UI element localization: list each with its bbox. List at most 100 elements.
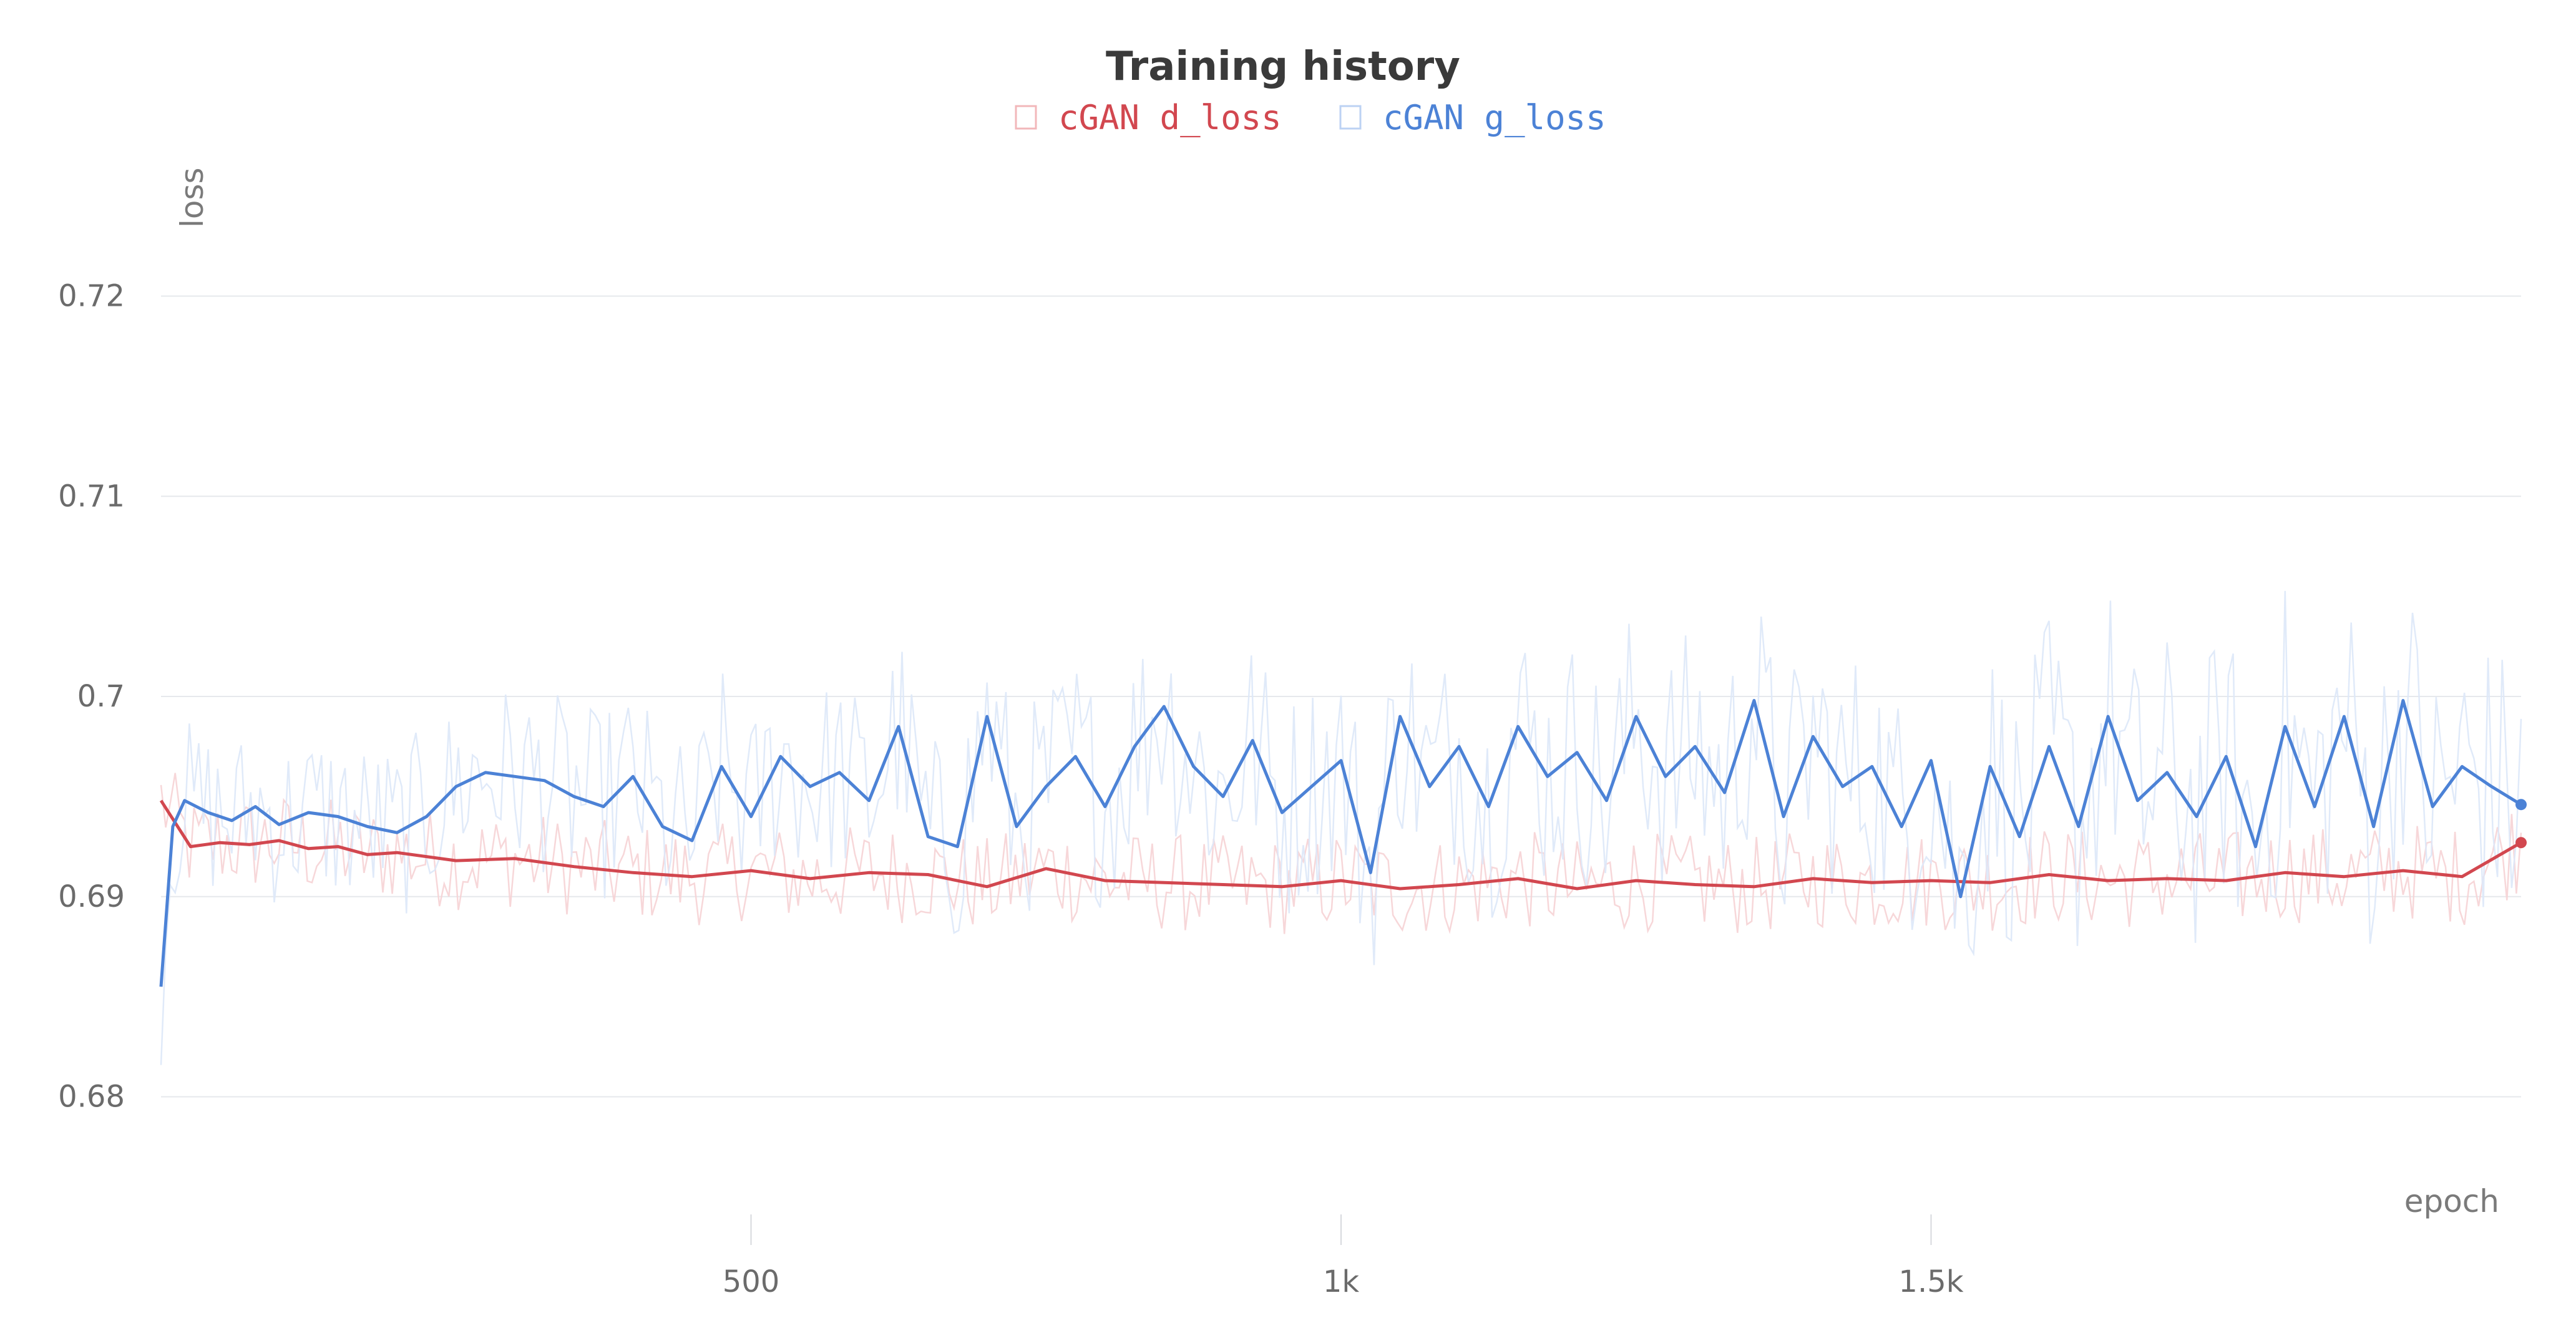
- data-point-d-loss: [985, 885, 989, 889]
- x-axis-label: epoch: [2404, 1183, 2499, 1219]
- data-point-g-loss: [230, 819, 233, 823]
- data-point-d-loss: [218, 841, 222, 844]
- data-point-d-loss: [690, 875, 694, 879]
- data-point-d-loss: [1988, 881, 1992, 884]
- data-point-d-loss: [1221, 883, 1225, 887]
- data-point-g-loss: [2401, 698, 2405, 702]
- data-point-d-loss: [1398, 887, 1402, 891]
- data-point-g-loss: [306, 811, 310, 814]
- data-point-d-loss: [1870, 881, 1874, 884]
- series-line-g-loss[interactable]: [159, 699, 2522, 987]
- data-point-d-loss: [1693, 883, 1697, 887]
- data-point-d-loss: [1103, 879, 1107, 882]
- data-point-g-loss: [2254, 845, 2258, 849]
- data-point-g-loss: [2490, 784, 2494, 788]
- data-point-g-loss: [2431, 804, 2434, 808]
- data-point-g-loss: [749, 814, 753, 818]
- series-end-marker-d-loss: [2515, 837, 2527, 849]
- data-point-d-loss: [2047, 873, 2051, 877]
- data-point-g-loss: [395, 831, 399, 834]
- series-end-marker-g-loss: [2515, 799, 2527, 811]
- data-point-g-loss: [1900, 825, 1903, 829]
- x-tick-label: 1k: [1323, 1264, 1360, 1299]
- data-point-d-loss: [1516, 877, 1520, 881]
- data-point-g-loss: [572, 794, 576, 798]
- y-tick-label: 0.69: [58, 879, 125, 914]
- data-point-g-loss: [1930, 759, 1933, 763]
- data-point-g-loss: [808, 784, 812, 788]
- data-point-g-loss: [779, 754, 783, 758]
- data-point-d-loss: [2106, 879, 2110, 882]
- data-point-g-loss: [1192, 764, 1196, 768]
- data-point-g-loss: [631, 774, 635, 778]
- data-point-g-loss: [2165, 771, 2169, 774]
- data-point-g-loss: [2283, 725, 2287, 728]
- y-tick-label: 0.7: [77, 679, 125, 714]
- data-point-d-loss: [1811, 877, 1815, 881]
- data-point-d-loss: [2283, 871, 2287, 874]
- data-point-g-loss: [1133, 745, 1136, 748]
- data-point-g-loss: [1428, 784, 1432, 788]
- data-point-g-loss: [1015, 825, 1018, 829]
- data-point-d-loss: [2165, 877, 2169, 881]
- data-point-g-loss: [2342, 715, 2346, 718]
- data-point-g-loss: [1752, 698, 1756, 702]
- data-point-g-loss: [1841, 784, 1845, 788]
- data-point-g-loss: [1516, 725, 1520, 728]
- data-point-g-loss: [867, 799, 871, 803]
- data-point-g-loss: [926, 835, 930, 839]
- data-point-d-loss: [2224, 879, 2228, 882]
- chart-title: Training history: [1106, 44, 1460, 90]
- legend-label-d-loss: cGAN d_loss: [1058, 98, 1282, 137]
- data-point-g-loss: [1782, 814, 1785, 818]
- data-point-d-loss: [306, 847, 310, 851]
- raw-trace-d-loss: [160, 773, 2522, 934]
- y-tick-label: 0.72: [58, 279, 125, 314]
- data-point-g-loss: [897, 725, 900, 728]
- data-point-d-loss: [1634, 879, 1638, 882]
- data-point-g-loss: [2195, 814, 2198, 818]
- smoothed-series-lines: [159, 698, 2527, 989]
- data-point-g-loss: [2313, 804, 2316, 808]
- data-point-g-loss: [837, 771, 841, 774]
- y-tick-label: 0.68: [58, 1080, 125, 1115]
- x-tick-label: 500: [723, 1264, 780, 1299]
- data-point-g-loss: [2106, 715, 2110, 718]
- data-point-g-loss: [513, 774, 517, 778]
- data-point-d-loss: [867, 871, 871, 874]
- data-point-g-loss: [985, 715, 989, 718]
- data-point-d-loss: [277, 839, 281, 842]
- data-point-g-loss: [1103, 804, 1107, 808]
- legend-swatch-d-loss: [1015, 105, 1037, 130]
- legend-item-g-loss[interactable]: cGAN g_loss: [1339, 98, 1606, 137]
- legend: cGAN d_loss cGAN g_loss: [1015, 98, 1606, 137]
- data-point-g-loss: [1398, 715, 1402, 718]
- data-point-g-loss: [2224, 754, 2228, 758]
- data-point-g-loss: [602, 804, 605, 808]
- raw-trace-g-loss: [160, 590, 2522, 1065]
- data-point-d-loss: [395, 851, 399, 854]
- data-point-g-loss: [336, 814, 340, 818]
- data-point-g-loss: [159, 985, 163, 989]
- data-point-d-loss: [749, 869, 753, 872]
- data-point-d-loss: [2401, 869, 2405, 872]
- data-point-d-loss: [926, 873, 930, 877]
- legend-item-d-loss[interactable]: cGAN d_loss: [1015, 98, 1282, 137]
- y-axis-label: loss: [174, 167, 210, 228]
- data-point-g-loss: [1251, 739, 1254, 743]
- data-point-g-loss: [661, 825, 665, 829]
- data-point-g-loss: [1634, 715, 1638, 718]
- data-point-d-loss: [1752, 885, 1756, 889]
- data-point-g-loss: [1546, 774, 1549, 778]
- data-point-g-loss: [1723, 791, 1727, 794]
- data-point-d-loss: [572, 865, 576, 869]
- data-point-g-loss: [720, 764, 723, 768]
- series-line-d-loss[interactable]: [159, 799, 2522, 891]
- data-point-g-loss: [1162, 705, 1166, 708]
- data-point-g-loss: [2372, 825, 2376, 829]
- x-tick-label: 1.5k: [1898, 1264, 1963, 1299]
- raw-noise-traces: [160, 590, 2522, 1065]
- data-point-g-loss: [543, 779, 547, 783]
- data-point-g-loss: [1604, 799, 1608, 803]
- data-point-g-loss: [1457, 745, 1461, 748]
